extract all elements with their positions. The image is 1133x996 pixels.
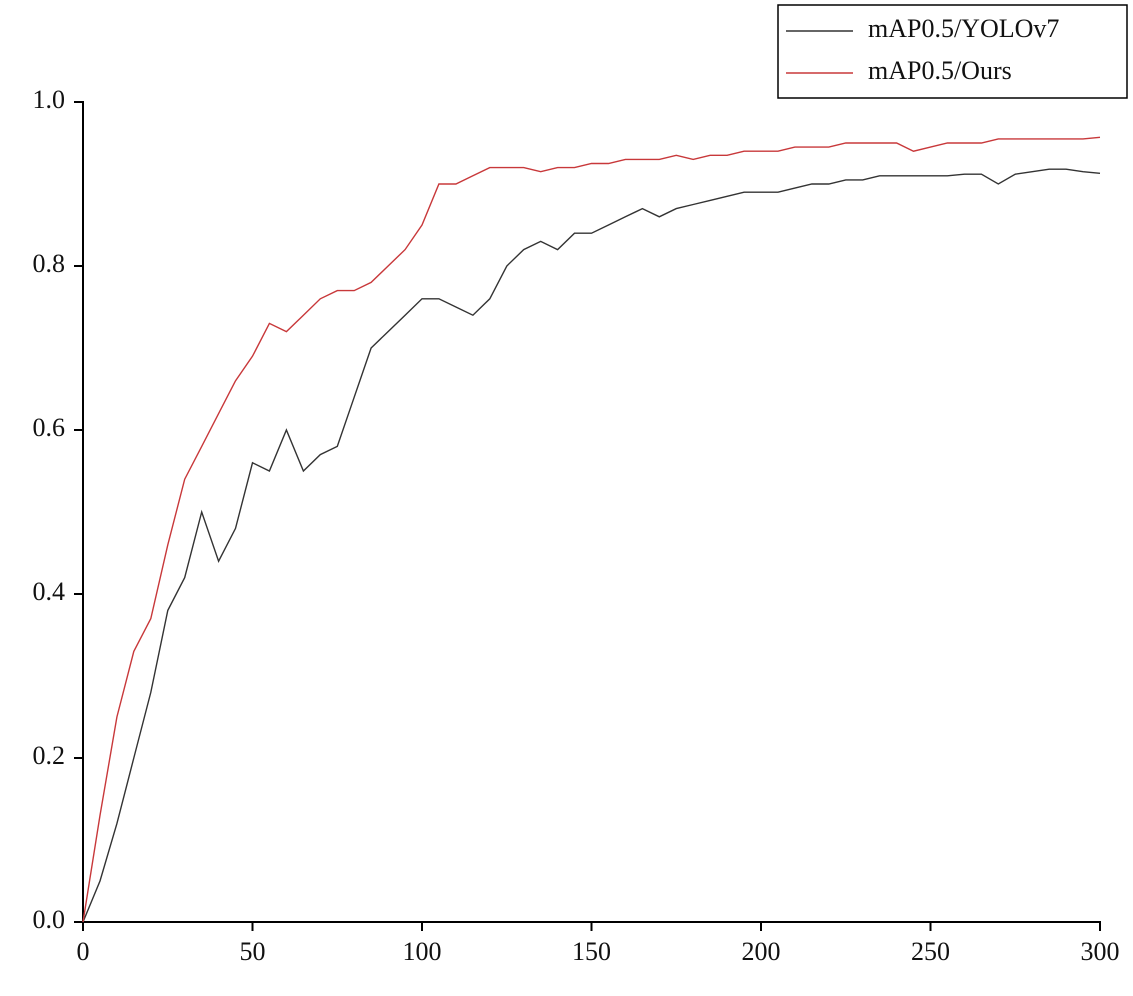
x-tick-label: 300 bbox=[1081, 937, 1120, 966]
y-tick-label: 0.8 bbox=[33, 249, 66, 278]
legend-label: mAP0.5/Ours bbox=[868, 56, 1012, 85]
y-tick-label: 0.4 bbox=[33, 577, 66, 606]
y-tick-label: 0.0 bbox=[33, 905, 66, 934]
legend-label: mAP0.5/YOLOv7 bbox=[868, 14, 1059, 43]
series-line bbox=[82, 136, 1101, 923]
x-tick-label: 50 bbox=[240, 937, 266, 966]
y-tick-label: 0.2 bbox=[33, 741, 66, 770]
y-tick-label: 0.6 bbox=[33, 413, 66, 442]
x-tick-label: 150 bbox=[572, 937, 611, 966]
y-tick-label: 1.0 bbox=[33, 85, 66, 114]
x-tick-label: 200 bbox=[742, 937, 781, 966]
x-tick-label: 100 bbox=[403, 937, 442, 966]
series-line bbox=[82, 168, 1101, 923]
x-tick-label: 250 bbox=[911, 937, 950, 966]
x-tick-label: 0 bbox=[77, 937, 90, 966]
legend-box bbox=[777, 4, 1128, 99]
